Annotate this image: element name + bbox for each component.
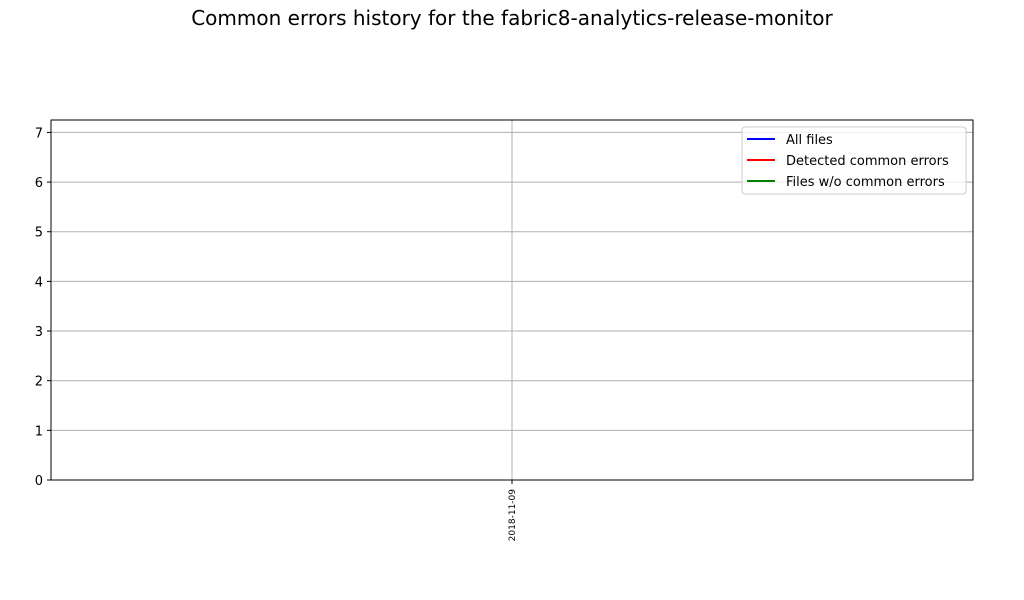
y-tick-label: 3 — [35, 325, 43, 340]
y-tick-label: 4 — [35, 275, 43, 290]
legend: All files Detected common errors Files w/o… — [741, 126, 967, 195]
y-axis: 0 1 2 3 4 5 6 7 — [35, 126, 51, 489]
chart-title: Common errors history for the fabric8-an… — [191, 6, 833, 30]
y-tick-label: 5 — [35, 226, 43, 241]
legend-box — [741, 126, 967, 195]
y-tick-label: 1 — [35, 424, 43, 439]
legend-label: All files — [786, 133, 833, 148]
y-tick-label: 2 — [35, 375, 43, 390]
y-tick-label: 6 — [35, 176, 43, 191]
legend-label: Detected common errors — [786, 154, 949, 169]
legend-label: Files w/o common errors — [786, 175, 945, 190]
y-tick-label: 7 — [35, 126, 43, 141]
x-axis: 2018-11-09 — [508, 480, 518, 541]
x-tick-label: 2018-11-09 — [508, 489, 518, 542]
y-tick-label: 0 — [35, 474, 43, 489]
